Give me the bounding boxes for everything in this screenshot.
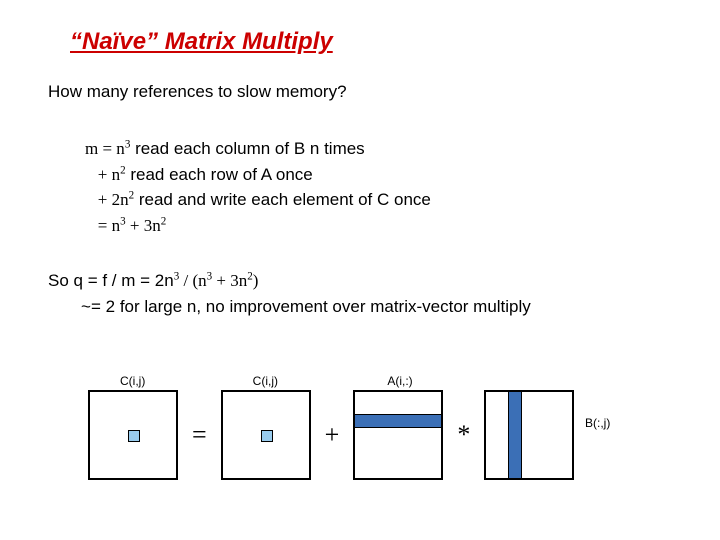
conclusion-text: So q = f / m = 2n3 / (n3 + 3n2) ~= 2 for… [48,268,531,319]
text: + 3n [212,271,247,290]
slide-title: “Naïve” Matrix Multiply [70,28,333,56]
analysis-line-3: + 2n2 read and write each element of C o… [85,187,431,213]
text: / (n [179,271,206,290]
matrix-diagram: C(i,j) = C(i,j) + A(i,:) * B(:,j) [88,390,574,480]
matrix-c-left: C(i,j) [88,390,178,480]
text: read each column of B n times [130,139,364,158]
plus-op: + [325,420,340,450]
analysis-line-2: + n2 read each row of A once [85,162,431,188]
matrix-c-label: C(i,j) [253,374,278,388]
conclusion-line-2: ~= 2 for large n, no improvement over ma… [48,294,531,320]
equals-op: = [192,420,207,450]
text: m = n [85,139,125,158]
analysis-line-4: = n3 + 3n2 [85,213,431,239]
text: + 2n [85,190,129,209]
text: + 3n [126,216,161,235]
text: read and write each element of C once [134,190,431,209]
text: So q = f / m = 2n [48,271,174,290]
text: = n [85,216,120,235]
matrix-c-label: C(i,j) [120,374,145,388]
cell-cij [261,430,273,442]
text: read each row of A once [126,165,313,184]
matrix-b: B(:,j) [484,390,574,480]
analysis-line-1: m = n3 read each column of B n times [85,136,431,162]
row-a-band [355,414,441,428]
exp: 2 [161,215,167,227]
conclusion-line-1: So q = f / m = 2n3 / (n3 + 3n2) [48,268,531,294]
memory-analysis: m = n3 read each column of B n times + n… [85,136,431,238]
col-b-band [508,392,522,478]
matrix-a: A(i,:) [353,390,443,480]
matrix-c-right: C(i,j) [221,390,311,480]
matrix-a-label: A(i,:) [387,374,412,388]
matrix-b-label: B(:,j) [585,416,610,430]
question-text: How many references to slow memory? [48,82,347,102]
text: + n [85,165,120,184]
star-op: * [457,420,470,450]
cell-cij [128,430,140,442]
text: ) [253,271,259,290]
